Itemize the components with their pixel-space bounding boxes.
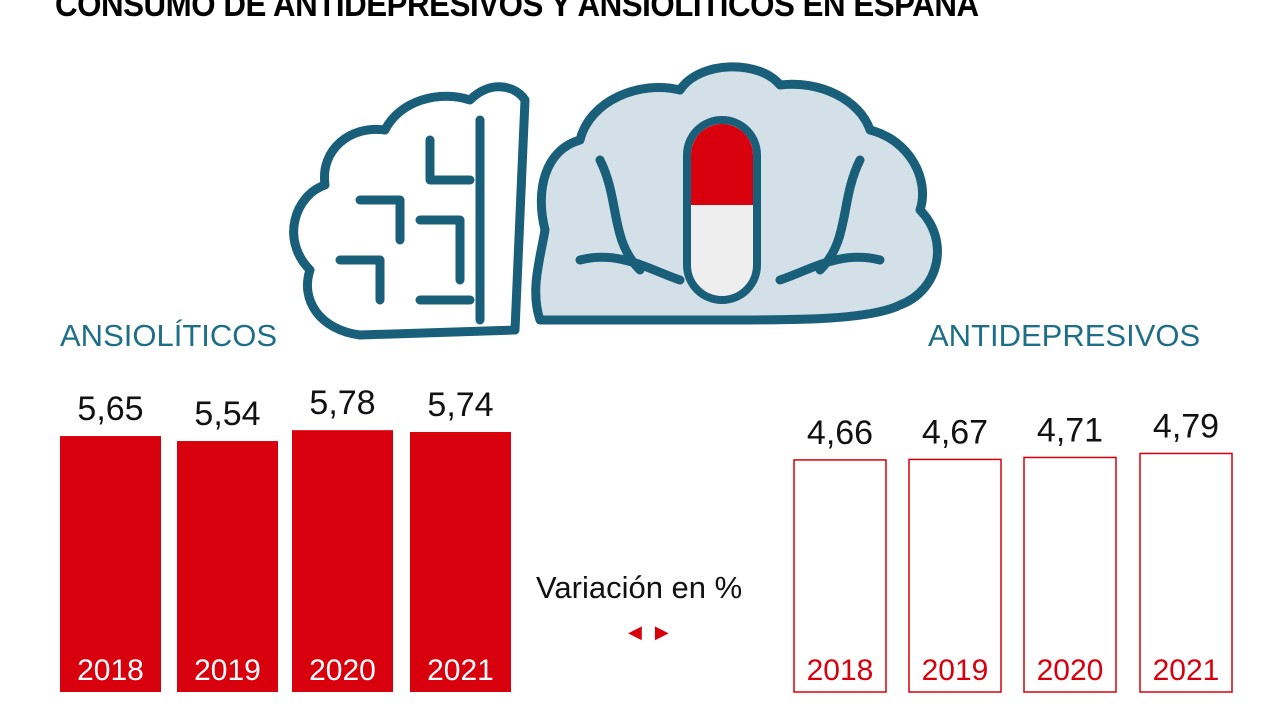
value-label: 5,74 [427, 386, 493, 424]
bar-2021 [1139, 452, 1233, 693]
bar-2021 [410, 431, 511, 692]
ansioliticos-heading: ANSIOLÍTICOS [60, 318, 278, 353]
year-label: 2019 [922, 654, 989, 687]
bar-2019 [908, 458, 1002, 693]
bar-2018 [793, 459, 887, 693]
year-label: 2020 [1037, 654, 1104, 687]
bar-2020 [1023, 456, 1117, 693]
bar-2020 [292, 430, 393, 692]
pill-icon [683, 116, 761, 304]
year-label: 2020 [309, 654, 376, 687]
year-label: 2021 [427, 654, 494, 687]
value-label: 5,78 [309, 384, 375, 422]
value-label: 4,71 [1037, 411, 1103, 449]
year-label: 2019 [194, 654, 261, 687]
year-label: 2018 [77, 654, 144, 687]
year-label: 2018 [807, 654, 874, 687]
arrows-icon: ◀ ▶ [628, 622, 673, 642]
year-label: 2021 [1153, 654, 1220, 687]
value-label: 4,66 [807, 414, 873, 452]
value-label: 5,54 [194, 395, 260, 433]
bar-2019 [177, 441, 278, 692]
value-label: 5,65 [77, 390, 143, 428]
bar-2018 [60, 436, 161, 692]
value-label: 4,67 [922, 413, 988, 451]
page-title: CONSUMO DE ANTIDEPRESIVOS Y ANSIOLÍTICOS… [55, 0, 979, 24]
antidepresivos-heading: ANTIDEPRESIVOS [928, 318, 1201, 353]
left-brain-icon [289, 82, 530, 340]
variation-label: Variación en % [536, 570, 743, 605]
value-label: 4,79 [1153, 407, 1219, 445]
